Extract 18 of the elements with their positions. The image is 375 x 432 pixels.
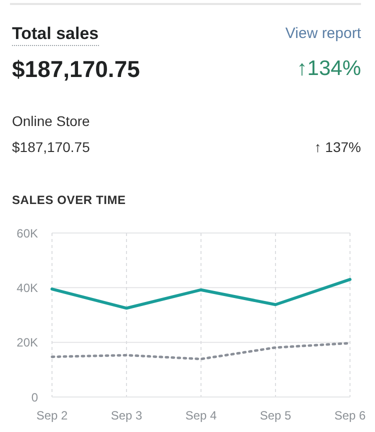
x-tick-label: Sep 5 [260,408,292,423]
text: $187,170.75 [12,56,140,83]
chart-title: Total sales [12,24,99,46]
x-tick-label: Sep 3 [110,408,143,423]
chart-subtitle: SALES OVER TIME [12,193,126,207]
text: View report [285,25,361,42]
y-tick-label: 60K [16,226,38,240]
x-tick-label: Sep 4 [185,408,218,423]
text: ↑134% [296,57,361,81]
y-tick-label: 40K [16,280,38,295]
y-tick-label: 0 [31,390,38,404]
line-series [50,278,352,310]
x-tick-label: Sep 6 [334,408,366,423]
x-tick-label: Sep 2 [36,408,68,423]
text: $187,170.75 [12,139,90,155]
text: Online Store [12,113,90,129]
text: ↑ 137% [314,139,361,155]
y-tick-label: 20K [16,336,38,350]
